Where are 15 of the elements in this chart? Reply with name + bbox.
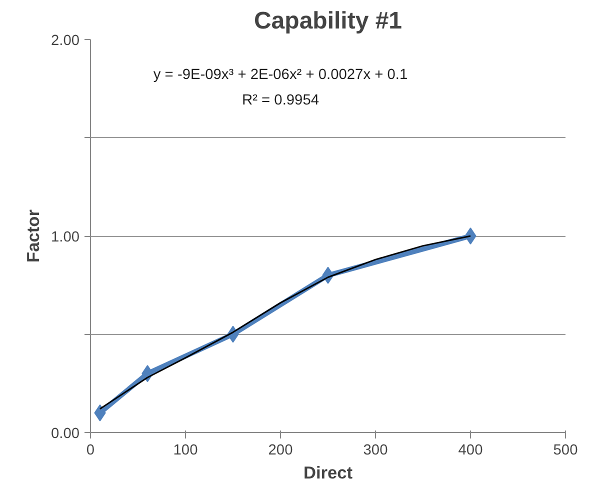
y-tick-label: 0.00 bbox=[50, 426, 80, 442]
y-tick-label: 1.00 bbox=[50, 230, 80, 246]
x-tick-label: 100 bbox=[173, 442, 198, 458]
x-tick-label: 400 bbox=[458, 442, 483, 458]
point bbox=[464, 228, 476, 244]
x-axis-title: Direct bbox=[303, 462, 353, 482]
x-tick-label: 200 bbox=[268, 442, 293, 458]
x-tick-label: 500 bbox=[553, 442, 578, 458]
x-tick-label: 300 bbox=[363, 442, 388, 458]
annotation: R² = 0.9954 bbox=[242, 92, 319, 108]
annotation: y = -9E-09x³ + 2E-06x² + 0.0027x + 0.1 bbox=[153, 66, 408, 83]
x-tick-label: 0 bbox=[86, 442, 95, 458]
y-tick-label: 2.00 bbox=[50, 33, 80, 49]
y-axis-title: Factor bbox=[22, 209, 43, 262]
chart-title: Capability #1 bbox=[254, 8, 402, 34]
